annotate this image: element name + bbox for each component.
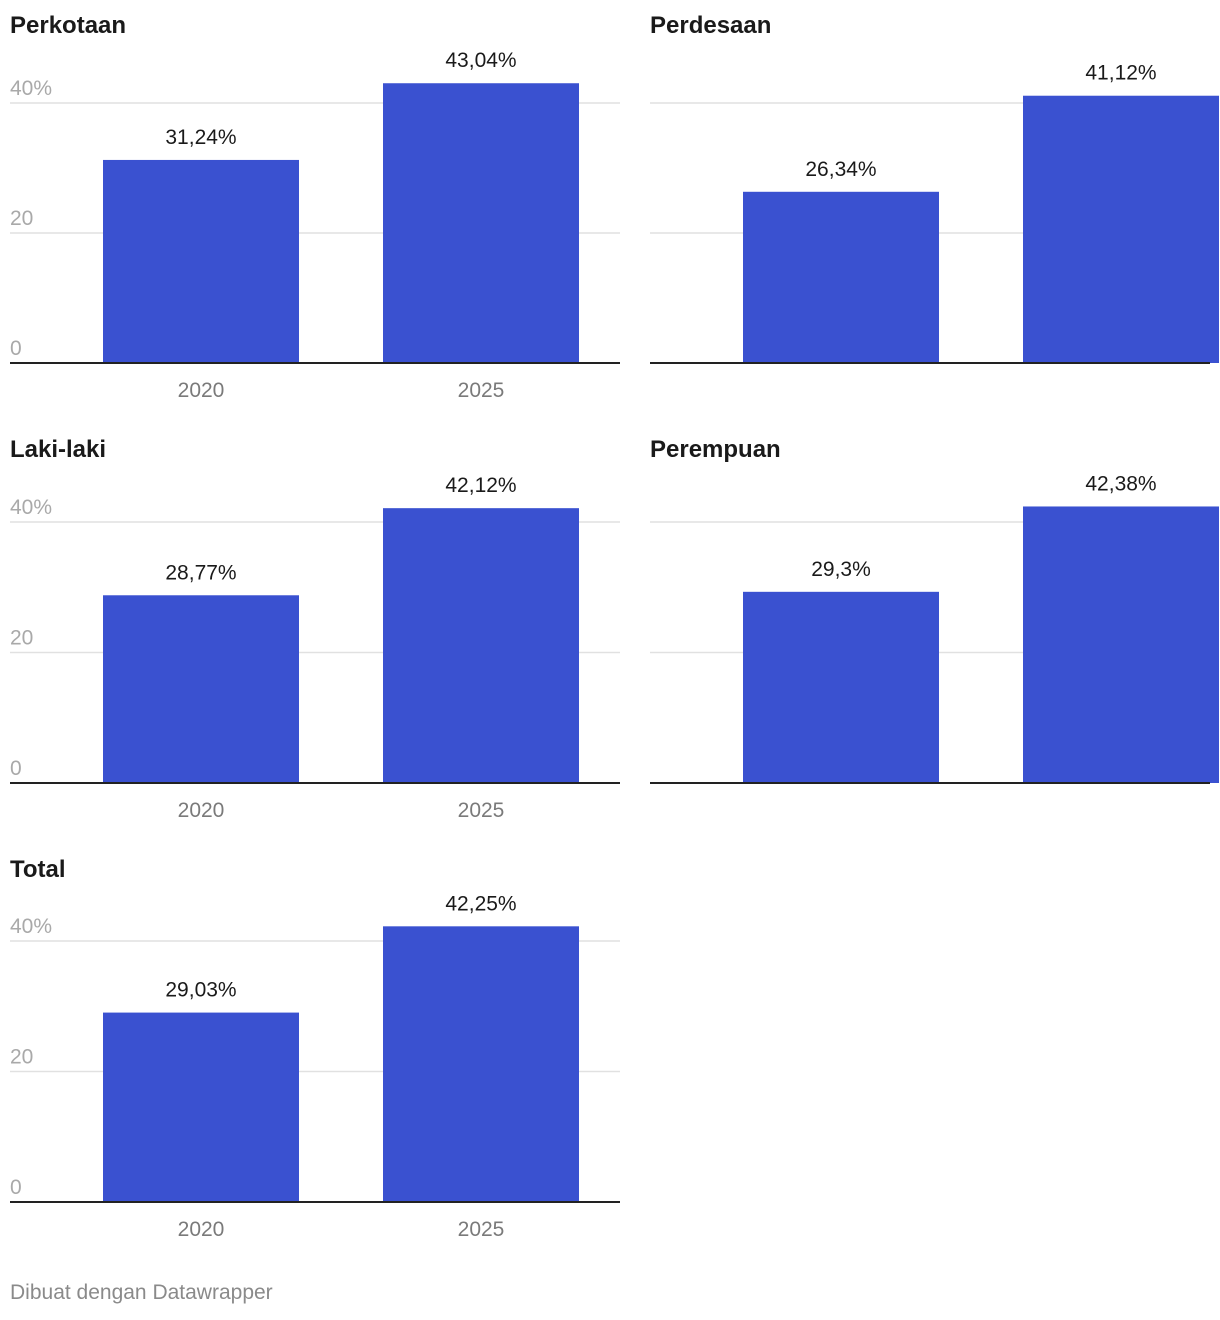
bar-value-label: 26,34% [805,158,876,181]
y-tick-label: 20 [10,1046,33,1069]
bar-value-label: 31,24% [165,126,236,149]
y-tick-label: 0 [10,1176,22,1199]
bar-2020 [743,591,939,783]
bar-2020 [103,1012,299,1202]
x-tick-label: 2020 [178,1218,225,1241]
chart-title: Perkotaan [10,12,126,39]
bar-2020 [103,595,299,783]
bar-value-label: 42,25% [445,892,516,915]
bar-value-label: 43,04% [445,49,516,72]
y-tick-label: 0 [10,757,22,780]
bar-2020 [743,191,939,363]
y-tick-label: 0 [10,337,22,360]
bar-2025 [383,926,579,1202]
x-tick-label: 2020 [178,379,225,402]
footer-credit: Dibuat dengan Datawrapper [10,1281,273,1304]
y-tick-label: 20 [10,627,33,650]
x-tick-label: 2025 [458,799,505,822]
bar-2025 [1023,95,1219,363]
bar-value-label: 29,03% [165,979,236,1002]
bar-value-label: 42,12% [445,474,516,497]
x-tick-label: 2025 [458,1218,505,1241]
bar-2025 [1023,506,1219,783]
bar-value-label: 28,77% [165,561,236,584]
bar-value-label: 42,38% [1085,472,1156,495]
x-tick-label: 2025 [458,379,505,402]
chart-title: Laki-laki [10,436,106,463]
bar-2025 [383,83,579,364]
bar-value-label: 29,3% [811,558,871,581]
bar-2020 [103,159,299,363]
chart-title: Total [10,856,66,883]
x-tick-label: 2020 [178,799,225,822]
y-tick-label: 20 [10,207,33,230]
bar-value-label: 41,12% [1085,62,1156,85]
chart-title: Perdesaan [650,12,771,39]
y-tick-label: 40% [10,915,52,938]
y-tick-label: 40% [10,77,52,100]
bar-2025 [383,508,579,783]
y-tick-label: 40% [10,496,52,519]
chart-title: Perempuan [650,436,781,463]
